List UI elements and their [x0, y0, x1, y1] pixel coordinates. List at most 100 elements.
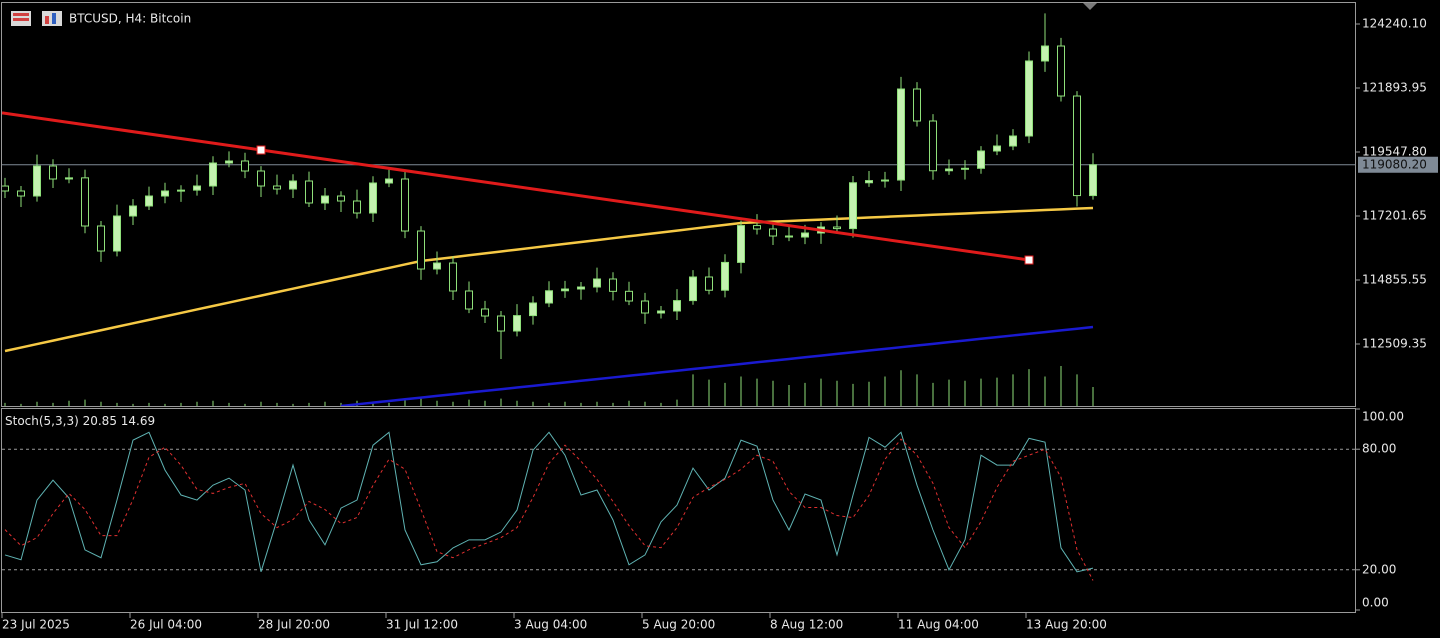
indicator-main-value: 20.85	[83, 414, 117, 428]
candle-body	[433, 262, 441, 270]
candle-body	[609, 278, 617, 292]
candle-body	[49, 165, 57, 180]
candle-body	[865, 180, 873, 184]
candle-body	[177, 189, 185, 192]
candle-body	[81, 177, 89, 227]
candle-body	[273, 185, 281, 190]
candle-body	[417, 230, 425, 270]
x-tick-label: 26 Jul 04:00	[130, 618, 202, 632]
shift-marker	[1083, 3, 1097, 10]
candle-body	[689, 276, 697, 302]
candle-body	[65, 177, 73, 180]
candle-body	[977, 150, 985, 169]
y-tick-label: 119547.80	[1362, 144, 1427, 158]
icon-bar	[45, 16, 49, 24]
candle-body	[945, 168, 953, 172]
candle-body	[529, 302, 537, 317]
candle-body	[561, 288, 569, 292]
indicator-name: Stoch(5,3,3)	[5, 414, 79, 428]
candle-body	[193, 185, 201, 191]
indicator-signal-value: 14.69	[121, 414, 155, 428]
candle-body	[449, 262, 457, 292]
x-tick-label: 31 Jul 12:00	[386, 618, 458, 632]
y-tick-label: 112509.35	[1362, 336, 1427, 350]
series-line	[4, 431, 1094, 573]
candle-body	[225, 160, 233, 164]
indicator-label: Stoch(5,3,3) 20.85 14.69	[5, 414, 155, 428]
candle-body	[305, 180, 313, 204]
x-tick-label: 23 Jul 2025	[2, 618, 70, 632]
y-tick-label: 0.00	[1362, 596, 1389, 610]
candle-body	[929, 120, 937, 172]
candle-body	[145, 195, 153, 207]
candle-body	[497, 315, 505, 332]
candle-body	[2, 185, 9, 192]
candle-body	[209, 162, 217, 187]
current-price-box	[1358, 156, 1438, 173]
candle-body	[321, 195, 329, 204]
candle-body	[721, 261, 729, 291]
x-tick-label: 13 Aug 20:00	[1026, 618, 1107, 632]
candle-body	[753, 225, 761, 230]
candle-body	[577, 286, 585, 290]
symbol-icon	[11, 11, 62, 26]
series-line	[4, 206, 1094, 353]
candle-body	[737, 225, 745, 263]
candle-body	[513, 315, 521, 332]
candle-body	[33, 165, 41, 197]
icon-bar	[13, 18, 29, 21]
candle-body	[913, 88, 921, 122]
y-tick-label: 121893.95	[1362, 80, 1427, 94]
candle-body	[801, 232, 809, 238]
y-tick-label: 124240.10	[1362, 17, 1427, 31]
candle-body	[1041, 45, 1049, 62]
candle-body	[401, 178, 409, 232]
candle-body	[1073, 95, 1081, 197]
candle-body	[161, 190, 169, 197]
candle-body	[673, 300, 681, 312]
candle-body	[993, 145, 1001, 152]
candle-body	[17, 190, 25, 197]
candle-body	[481, 308, 489, 317]
stoch-panel-frame	[1, 408, 1356, 613]
candle-body	[97, 225, 105, 252]
candle-body	[113, 215, 121, 252]
plot-area	[4, 431, 1094, 581]
candle-body	[369, 182, 377, 214]
candle-body	[833, 226, 841, 230]
x-tick-label: 11 Aug 04:00	[898, 618, 979, 632]
candle-body	[849, 182, 857, 230]
candle-body	[465, 290, 473, 310]
candle-body	[657, 310, 665, 314]
candle-body	[257, 170, 265, 187]
candle-body	[897, 88, 905, 181]
candle-body	[785, 235, 793, 238]
y-tick-label: 114855.55	[1362, 272, 1427, 286]
candle-body	[641, 300, 649, 314]
candle-body	[625, 290, 633, 302]
series-line	[340, 325, 1094, 406]
candle-body	[1089, 164, 1097, 197]
current-price-label: 119080.20	[1362, 157, 1427, 171]
candle-body	[545, 290, 553, 304]
candle-body	[1025, 60, 1033, 137]
candle-body	[769, 228, 777, 237]
chart-symbol: BTCUSD, H4: Bitcoin	[69, 12, 191, 26]
candle-body	[241, 160, 249, 172]
candle-body	[385, 178, 393, 184]
trendline-handle	[1024, 255, 1034, 265]
y-tick-label: 117201.65	[1362, 208, 1427, 222]
candle-body	[337, 195, 345, 202]
y-tick-label: 100.00	[1362, 410, 1404, 424]
icon-bar	[13, 13, 29, 16]
candle-body	[961, 167, 969, 170]
x-tick-label: 8 Aug 12:00	[770, 618, 843, 632]
candle-body	[593, 278, 601, 288]
candle-body	[1057, 45, 1065, 97]
icon-bar	[52, 13, 56, 24]
candle-body	[881, 179, 889, 182]
main-panel-frame	[1, 2, 1356, 407]
